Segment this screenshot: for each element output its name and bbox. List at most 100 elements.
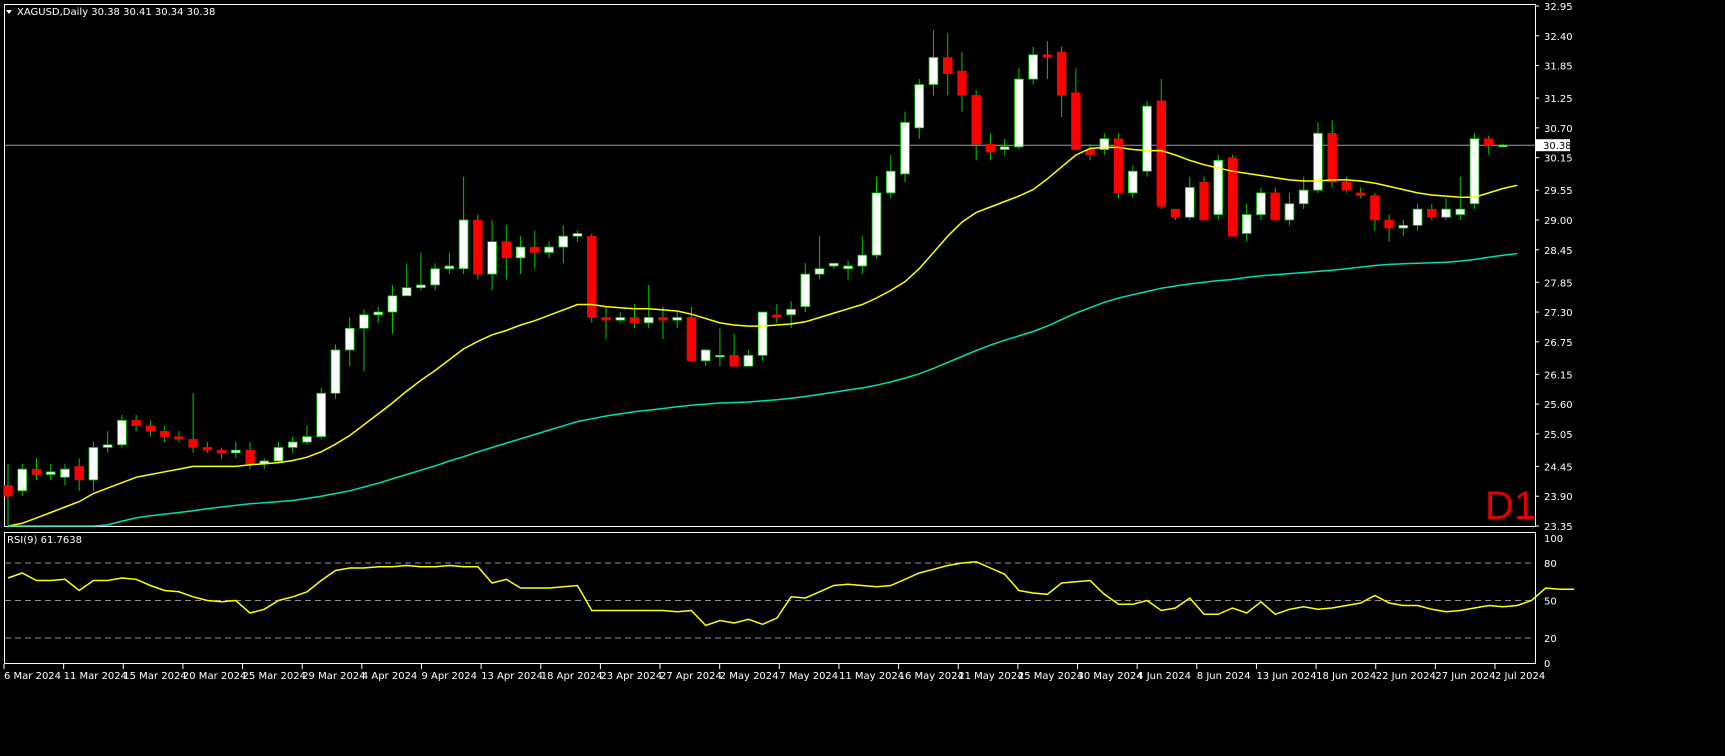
bull-candle-body (615, 317, 626, 321)
bull-candle-body (643, 317, 654, 324)
collapse-arrow-icon[interactable] (6, 10, 12, 14)
rsi-level-label: 0 (1544, 659, 1550, 670)
date-tick-label: 21 May 2024 (958, 671, 1023, 682)
bear-candle-body (245, 449, 255, 464)
bear-candle-body (971, 95, 981, 145)
bull-candle-body (387, 295, 398, 313)
rsi-plot-frame (4, 532, 1536, 664)
timeframe-label: D1 (1485, 484, 1536, 528)
date-tick-label: 15 Mar 2024 (123, 671, 186, 682)
price-tick-label: 31.25 (1544, 94, 1573, 105)
current-price-box (1536, 139, 1570, 152)
bull-candle-body (928, 57, 939, 85)
bull-candle-body (117, 419, 127, 446)
rsi-group: 100 80 50 20 0 (5, 534, 1575, 670)
date-tick-label: 27 Apr 2024 (660, 671, 722, 682)
bear-candle-body (1042, 54, 1053, 58)
bear-candle-body (772, 314, 782, 318)
bull-candle-body (715, 354, 725, 358)
bear-candle-body (159, 430, 170, 437)
date-tick-label: 25 Mar 2024 (243, 671, 306, 682)
price-tick-label: 26.75 (1544, 338, 1573, 349)
bull-candle-body (900, 122, 910, 175)
bull-candle-body (1313, 132, 1323, 191)
bear-candle-body (216, 449, 227, 454)
date-tick-label: 22 Jun 2024 (1376, 671, 1436, 682)
bull-candle-body (401, 287, 412, 297)
bull-candle-body (487, 241, 497, 275)
date-tick-label: 13 Apr 2024 (481, 671, 543, 682)
bull-candle-body (430, 268, 440, 286)
rsi-line (7, 561, 1575, 627)
price-tick-label: 23.35 (1544, 522, 1573, 533)
price-tick-label: 27.30 (1544, 308, 1573, 319)
bull-candle-body (17, 468, 28, 492)
bull-candle-body (373, 311, 384, 316)
date-tick-label: 25 May 2024 (1018, 671, 1083, 682)
date-tick-label: 8 Jun 2024 (1197, 671, 1251, 682)
bull-candle-body (273, 447, 284, 462)
bear-candle-body (985, 143, 996, 153)
bull-candle-body (344, 327, 355, 351)
date-tick-label: 6 Mar 2024 (4, 671, 61, 682)
price-tick-label: 26.15 (1544, 370, 1573, 381)
bull-candle-body (700, 349, 711, 362)
date-tick-label: 13 Jun 2024 (1256, 671, 1316, 682)
bear-candle-body (74, 466, 84, 481)
price-axis: 32.95 32.40 31.85 31.25 30.70 30.15 29.55 29.00… (1535, 2, 1573, 533)
rsi-level-label: 50 (1544, 597, 1557, 608)
bull-candle-body (1469, 138, 1480, 205)
bear-candle-body (1370, 195, 1380, 221)
price-tick-label: 23.90 (1544, 492, 1573, 503)
bull-candle-body (914, 84, 925, 129)
bull-candle-body (88, 447, 99, 481)
bear-candle-body (501, 241, 511, 259)
price-tick-label: 27.85 (1544, 278, 1573, 289)
bull-candle-body (1455, 208, 1466, 215)
price-tick-label: 30.70 (1544, 124, 1573, 135)
bull-candle-body (743, 354, 754, 367)
bull-candle-body (1127, 170, 1138, 194)
bear-candle-body (1427, 208, 1437, 218)
bear-candle-body (31, 468, 42, 475)
candles (3, 30, 1508, 529)
bull-candle-body (1398, 224, 1409, 229)
bull-candle-body (1099, 138, 1110, 150)
bull-candle-body (544, 246, 554, 253)
bear-candle-body (1270, 192, 1280, 221)
bear-candle-body (943, 57, 953, 74)
bull-candle-body (800, 273, 811, 308)
bear-candle-body (1085, 149, 1095, 156)
date-tick-label: 4 Jun 2024 (1137, 671, 1191, 682)
date-tick-label: 29 Mar 2024 (302, 671, 365, 682)
bull-candle-body (1298, 189, 1309, 205)
date-tick-label: 9 Apr 2024 (421, 671, 476, 682)
bear-candle-body (658, 317, 668, 321)
ma-lines (7, 146, 1518, 527)
bull-candle-body (458, 219, 469, 270)
bull-candle-body (871, 192, 882, 256)
date-tick-label: 7 May 2024 (779, 671, 838, 682)
bear-candle-body (1484, 138, 1494, 146)
date-tick-label: 4 Apr 2024 (362, 671, 417, 682)
bear-candle-body (1056, 51, 1067, 96)
bull-candle-body (45, 471, 56, 475)
bull-candle-body (757, 311, 768, 356)
bear-candle-body (587, 235, 597, 318)
price-tick-label: 30.15 (1544, 154, 1573, 165)
bull-candle-body (1441, 208, 1451, 218)
date-tick-label: 20 Mar 2024 (183, 671, 246, 682)
bull-candle-body (828, 262, 839, 267)
bull-candle-body (857, 254, 868, 267)
symbol-header: XAGUSD,Daily 30.38 30.41 30.34 30.38 (17, 7, 215, 18)
bull-candle-body (786, 308, 796, 316)
date-tick-label: 2 May 2024 (720, 671, 779, 682)
bull-candle-body (1184, 187, 1195, 218)
price-tick-label: 32.95 (1544, 2, 1573, 13)
bear-candle-body (188, 439, 198, 448)
date-tick-label: 11 May 2024 (839, 671, 904, 682)
bull-candle-body (60, 468, 70, 478)
bull-candle-body (1213, 159, 1224, 215)
